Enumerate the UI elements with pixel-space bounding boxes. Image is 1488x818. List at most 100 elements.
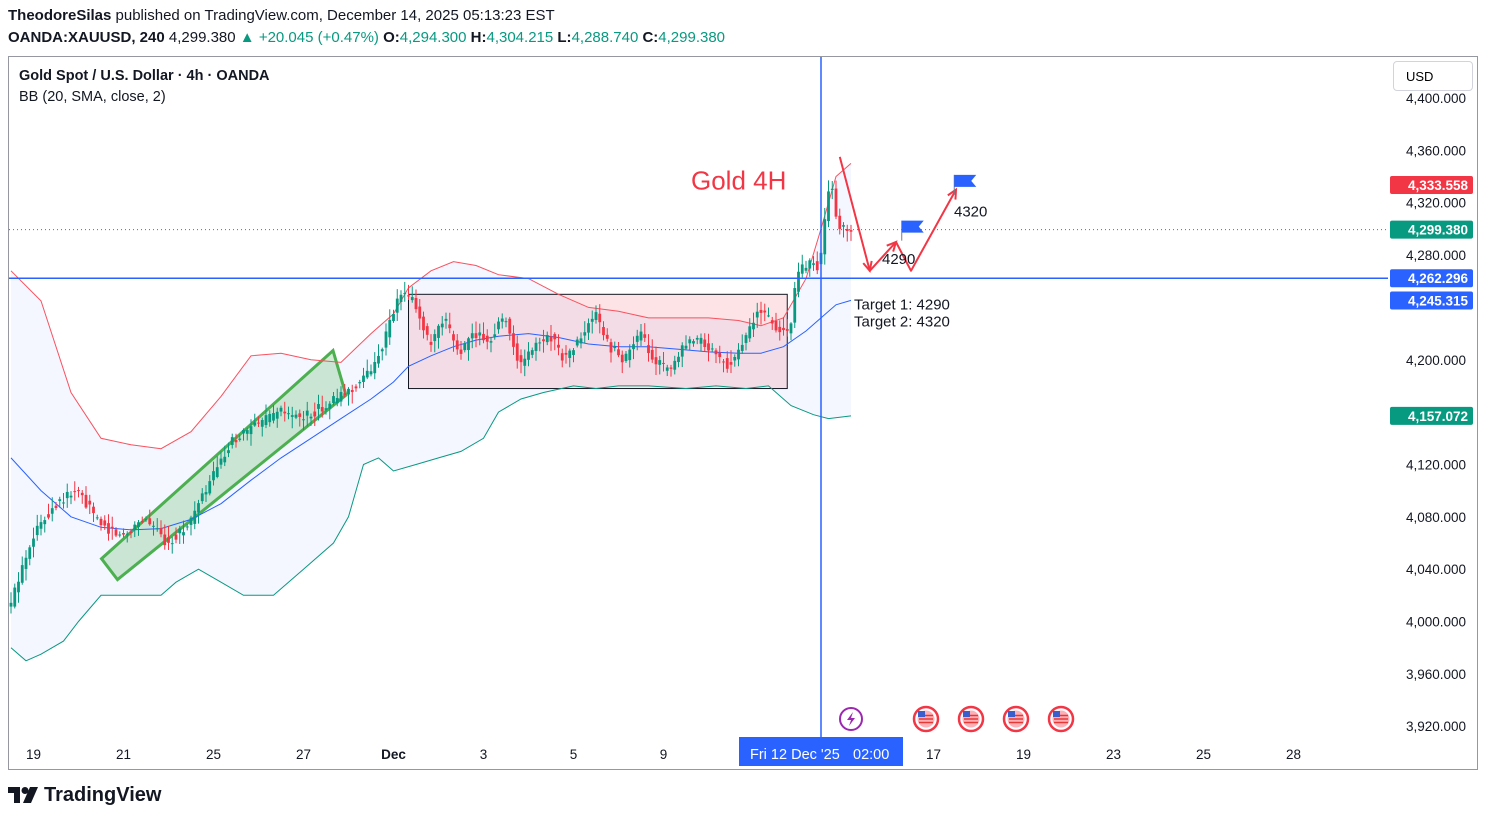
candle-body — [639, 331, 643, 341]
price-tick-label: 4,120.000 — [1406, 457, 1466, 472]
candle-body — [433, 334, 437, 342]
candle-body — [17, 581, 20, 593]
price-tick-label: 4,360.000 — [1406, 143, 1466, 158]
candle-body — [268, 413, 272, 423]
candle-body — [328, 403, 332, 409]
candle-body — [482, 333, 485, 341]
candle-body — [437, 325, 440, 338]
candle-body — [504, 321, 508, 323]
candle-body — [572, 350, 575, 356]
candle-body — [684, 345, 688, 349]
tradingview-logo[interactable]: TradingView — [8, 784, 161, 806]
candle-body — [302, 419, 305, 421]
candle-body — [590, 318, 594, 322]
last-price: 4,299.380 — [168, 29, 236, 46]
target-2-label: Target 2: 4320 — [854, 313, 950, 330]
candle-body — [429, 341, 433, 345]
time-tick-label: 27 — [296, 747, 311, 762]
candle-body — [182, 532, 185, 536]
price-label-badge: 4,245.315 — [1390, 291, 1473, 310]
candle-body — [845, 229, 849, 231]
candle-body — [575, 339, 579, 346]
price-change: +20.045 (+0.47%) — [258, 29, 379, 46]
candle-body — [358, 382, 362, 384]
chart-panel[interactable] — [8, 56, 1478, 770]
candle-body — [729, 362, 733, 365]
footer-brand: TradingView — [44, 783, 162, 806]
candle-body — [452, 334, 455, 341]
candle-body — [744, 335, 748, 343]
candle-body — [114, 529, 118, 536]
publish-info: TheodoreSilas published on TradingView.c… — [8, 7, 555, 24]
candle-body — [20, 565, 24, 583]
time-axis: 19 21 25 27 Dec 3 5 9 17 19 23 25 28 Fri 12 Dec '25 02… — [26, 737, 1301, 766]
candle-body — [665, 367, 669, 371]
candle-body — [444, 318, 448, 321]
candle-body — [257, 422, 260, 424]
candle-body — [628, 349, 632, 361]
time-tick-label: 17 — [926, 747, 941, 762]
candle-body — [838, 215, 842, 229]
candle-body — [65, 491, 69, 499]
time-tick-label: 23 — [1106, 747, 1121, 762]
indicator-legend[interactable]: BB (20, SMA, close, 2) — [19, 89, 166, 105]
candle-body — [189, 517, 193, 525]
time-tick-label: 25 — [1196, 747, 1211, 762]
candle-body — [388, 319, 392, 338]
candle-body — [635, 335, 639, 342]
candle-body — [50, 508, 54, 514]
author-name[interactable]: TheodoreSilas — [8, 7, 112, 24]
price-label-text: 4,262.296 — [1408, 271, 1469, 286]
candle-body — [13, 587, 17, 607]
candle-body — [418, 306, 422, 319]
symbol-name: OANDA:XAUUSD, 240 — [8, 29, 165, 46]
candle-body — [163, 534, 167, 546]
candle-body — [77, 490, 80, 492]
candle-body — [842, 225, 845, 227]
candle-body — [24, 557, 28, 569]
chart-legend-title[interactable]: Gold Spot / U.S. Dollar · 4h · OANDA — [19, 68, 270, 84]
candle-body — [384, 331, 388, 348]
open-label: O: — [383, 29, 400, 46]
candle-body — [815, 261, 819, 271]
candle-body — [92, 506, 95, 514]
candle-body — [782, 327, 785, 331]
candle-body — [755, 311, 759, 318]
price-tick-label: 4,080.000 — [1406, 510, 1466, 525]
candle-body — [538, 342, 542, 344]
time-tick-label: 19 — [1016, 747, 1031, 762]
candle-body — [688, 339, 692, 344]
candle-body — [459, 349, 463, 354]
candle-body — [133, 524, 137, 530]
symbol-summary: OANDA:XAUUSD, 240 4,299.380 ▲ +20.045 (+… — [8, 29, 725, 46]
up-arrow-icon: ▲ — [239, 29, 255, 46]
candle-body — [467, 338, 470, 351]
candle-body — [583, 332, 587, 336]
arrow-head-icon — [947, 187, 958, 200]
candle-body — [305, 410, 309, 416]
candle-body — [170, 543, 174, 545]
price-label-text: 4,333.558 — [1408, 178, 1469, 193]
target-flag-icon — [953, 174, 977, 195]
candle-body — [392, 313, 395, 322]
candle-body — [238, 438, 242, 440]
target-1-label: Target 1: 4290 — [854, 296, 950, 313]
candle-body — [530, 350, 534, 355]
path-label-4320: 4320 — [954, 204, 987, 221]
candle-body — [797, 271, 800, 292]
candle-body — [369, 371, 373, 375]
candle-body — [380, 349, 384, 352]
candle-body — [707, 343, 710, 351]
candle-body — [99, 518, 103, 526]
candle-body — [84, 494, 88, 508]
candle-body — [32, 538, 35, 547]
candle-body — [159, 527, 163, 535]
candle-body — [489, 341, 493, 343]
candle-body — [88, 500, 92, 505]
candle-body — [440, 323, 444, 328]
candle-body — [587, 323, 590, 333]
candle-body — [399, 294, 403, 302]
currency-button[interactable]: USD — [1393, 61, 1473, 91]
close-value: 4,299.380 — [658, 29, 726, 46]
